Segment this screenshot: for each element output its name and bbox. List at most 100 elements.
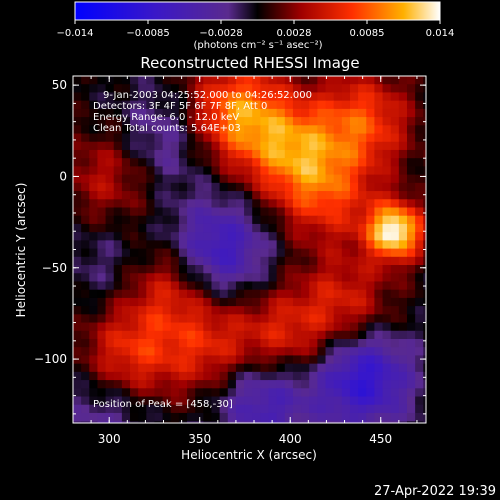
heatmap-cell — [268, 174, 278, 184]
heatmap-cell — [244, 166, 253, 176]
heatmap-cell — [187, 306, 196, 315]
heatmap-cell — [154, 347, 164, 356]
heatmap-cell — [309, 306, 318, 315]
heatmap-cell — [105, 371, 115, 381]
heatmap-cell — [97, 240, 107, 250]
heatmap-cell — [244, 174, 253, 184]
heatmap-cell — [73, 191, 82, 200]
heatmap-cell — [73, 125, 82, 135]
heatmap-cell — [178, 92, 188, 102]
heatmap-cell — [121, 306, 131, 315]
heatmap-cell — [146, 371, 155, 381]
heatmap-cell — [276, 141, 286, 151]
heatmap-cell — [406, 306, 416, 315]
heatmap-cell — [252, 347, 261, 356]
heatmap-cell — [162, 174, 172, 184]
heatmap-cell — [235, 223, 245, 233]
heatmap-cell — [260, 240, 270, 250]
heatmap-cell — [97, 371, 107, 381]
heatmap-cell — [390, 371, 400, 381]
heatmap-cell — [268, 355, 278, 365]
heatmap-cell — [154, 100, 164, 110]
heatmap-cell — [382, 182, 392, 192]
heatmap-cell — [317, 76, 327, 85]
heatmap-cell — [170, 76, 180, 85]
heatmap-cell — [113, 166, 123, 176]
heatmap-cell — [227, 92, 237, 102]
heatmap-cell — [325, 314, 335, 324]
heatmap-cell — [366, 191, 375, 200]
heatmap-cell — [276, 322, 286, 332]
heatmap-cell — [105, 76, 115, 85]
heatmap-cell — [73, 355, 82, 365]
heatmap-cell — [170, 166, 180, 176]
heatmap-cell — [73, 182, 82, 192]
heatmap-cell — [252, 166, 261, 176]
heatmap-cell — [235, 240, 245, 250]
heatmap-cell — [81, 240, 90, 250]
heatmap-cell — [121, 322, 131, 332]
heatmap-cell — [374, 232, 384, 241]
heatmap-cell — [341, 363, 351, 373]
heatmap-cell — [374, 330, 384, 340]
heatmap-cell — [162, 347, 172, 356]
heatmap-cell — [227, 133, 237, 143]
heatmap-cell — [349, 363, 359, 373]
heatmap-cell — [73, 314, 82, 324]
heatmap-cell — [105, 207, 115, 217]
heatmap-cell — [292, 281, 302, 291]
heatmap-cell — [309, 207, 318, 217]
heatmap-cell — [105, 396, 115, 406]
heatmap-cell — [415, 232, 424, 241]
heatmap-cell — [333, 191, 343, 200]
heatmap-cell — [244, 322, 253, 332]
annotation-line: Clean Total counts: 5.64E+03 — [93, 123, 241, 134]
heatmap-cell — [309, 232, 318, 241]
heatmap-cell — [97, 396, 107, 406]
heatmap-cell — [178, 76, 188, 85]
heatmap-cell — [292, 289, 302, 299]
heatmap-cell — [301, 363, 310, 373]
heatmap-cell — [284, 182, 294, 192]
heatmap-cell — [317, 355, 327, 365]
heatmap-cell — [235, 84, 245, 93]
heatmap-cell — [260, 347, 270, 356]
heatmap-cell — [170, 182, 180, 192]
heatmap-cell — [81, 199, 90, 208]
heatmap-cell — [154, 396, 164, 406]
heatmap-cell — [244, 240, 253, 250]
heatmap-cell — [415, 412, 424, 422]
heatmap-cell — [138, 421, 147, 424]
heatmap-cell — [154, 256, 164, 266]
heatmap-cell — [113, 232, 123, 241]
heatmap-cell — [227, 84, 237, 93]
heatmap-cell — [260, 404, 270, 414]
heatmap-cell — [252, 232, 261, 241]
heatmap-cell — [349, 248, 359, 258]
heatmap-cell — [178, 240, 188, 250]
heatmap-cell — [406, 404, 416, 414]
heatmap-cell — [374, 380, 384, 389]
heatmap-cell — [374, 174, 384, 184]
heatmap-cell — [423, 248, 427, 258]
heatmap-cell — [382, 174, 392, 184]
heatmap-cell — [366, 199, 375, 208]
heatmap-cell — [146, 191, 155, 200]
heatmap-cell — [301, 281, 310, 291]
heatmap-cell — [390, 215, 400, 225]
heatmap-cell — [146, 388, 155, 398]
heatmap-cell — [219, 158, 229, 167]
heatmap-cell — [187, 314, 196, 324]
heatmap-cell — [341, 108, 351, 118]
heatmap-cell — [390, 117, 400, 126]
heatmap-cell — [219, 265, 229, 274]
heatmap-cell — [284, 158, 294, 167]
heatmap-cell — [423, 306, 427, 315]
heatmap-cell — [138, 338, 147, 348]
y-tick-label: −100 — [34, 352, 67, 366]
heatmap-cell — [227, 256, 237, 266]
heatmap-cell — [317, 289, 327, 299]
heatmap-cell — [276, 92, 286, 102]
heatmap-cell — [358, 232, 367, 241]
heatmap-cell — [349, 182, 359, 192]
